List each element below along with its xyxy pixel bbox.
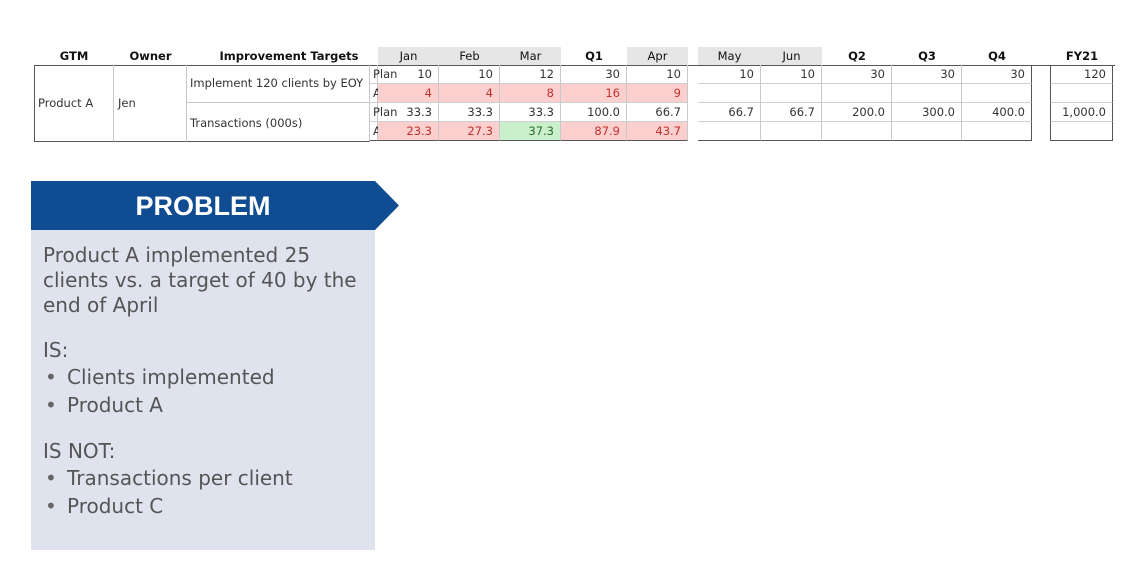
list-item: Product C — [43, 492, 363, 520]
table-cell: 300.0 — [892, 103, 962, 122]
table-cell: 33.3 — [500, 103, 561, 122]
table-cell: 30 — [892, 65, 962, 84]
table-cell: 4 — [378, 84, 439, 103]
target-clients-label: Implement 120 clients by EOY — [190, 76, 364, 90]
problem-statement: Product A implemented 25 clients vs. a t… — [43, 243, 357, 317]
owner-cell: Jen — [114, 65, 187, 142]
is-list: Clients implemented Product A — [43, 363, 363, 419]
table-cell: 87.9 — [561, 122, 627, 141]
header-may: May — [698, 47, 761, 65]
table-header-row: GTM Owner Improvement Targets Jan Feb Mar Q… — [34, 47, 1114, 66]
is-section: IS: Clients implemented Product A — [43, 338, 363, 419]
is-not-label: IS NOT: — [43, 439, 116, 463]
table-cell: 66.7 — [761, 103, 822, 122]
target-cell-clients: Implement 120 clients by EOY — [187, 65, 370, 103]
table-cell: 23.3 — [378, 122, 439, 141]
row-type-label: Actual — [370, 122, 409, 141]
header-q4: Q4 — [988, 49, 1006, 63]
table-cell: 10 — [378, 65, 439, 84]
table-cell: 27.3 — [439, 122, 500, 141]
header-mar: Mar — [500, 47, 561, 65]
table-cell: 30 — [822, 65, 892, 84]
table-cell: 33.3 — [439, 103, 500, 122]
table-cell: 4 — [439, 84, 500, 103]
table-cell — [761, 122, 822, 141]
table-cell: 30 — [561, 65, 627, 84]
header-q1: Q1 — [585, 49, 603, 63]
table-cell: 37.3 — [500, 122, 561, 141]
is-not-section: IS NOT: Transactions per client Product … — [43, 439, 363, 520]
table-cell: 10 — [627, 65, 688, 84]
table-cell — [698, 84, 761, 103]
header-jun: Jun — [761, 47, 822, 65]
header-improvement-targets: Improvement Targets — [219, 49, 359, 63]
header-q3: Q3 — [918, 49, 936, 63]
row-type-label: Plan — [370, 65, 397, 84]
table-cell — [822, 122, 892, 141]
gtm-cell: Product A — [34, 65, 114, 142]
table-cell: 8 — [500, 84, 561, 103]
list-item: Transactions per client — [43, 464, 363, 492]
table-row: Actual448169 — [34, 84, 1114, 103]
owner-value: Jen — [118, 96, 136, 110]
table-cell: 30 — [962, 65, 1032, 84]
table-cell: 10 — [439, 65, 500, 84]
table-cell: 1,000.0 — [1050, 103, 1113, 122]
table-row: Actual23.327.337.387.943.7 — [34, 122, 1114, 141]
table-cell: 400.0 — [962, 103, 1032, 122]
header-gtm: GTM — [59, 49, 89, 63]
target-transactions-label: Transactions (000s) — [190, 116, 303, 130]
table-cell: 10 — [698, 65, 761, 84]
table-cell: 66.7 — [698, 103, 761, 122]
table-row: Plan 33.3 33.3 33.3 100.0 66.7 66.7 66.7 200.0 30… — [34, 103, 1114, 122]
header-owner: Owner — [129, 49, 172, 63]
table-row: Plan 10 10 12 30 10 10 10 30 30 30 120 — [34, 65, 1114, 84]
table-cell — [892, 84, 962, 103]
table-cell: 10 — [761, 65, 822, 84]
header-apr: Apr — [627, 47, 688, 65]
table-cell — [761, 84, 822, 103]
header-fy21: FY21 — [1050, 47, 1113, 65]
header-jan: Jan — [378, 47, 439, 65]
header-q2: Q2 — [848, 49, 866, 63]
table-cell: 200.0 — [822, 103, 892, 122]
table-cell: 16 — [561, 84, 627, 103]
table-cell — [962, 122, 1032, 141]
table-cell — [822, 84, 892, 103]
list-item: Clients implemented — [43, 363, 363, 391]
problem-banner: PROBLEM — [31, 181, 399, 230]
row-type-label: Plan — [370, 103, 397, 122]
target-cell-transactions: Transactions (000s) — [187, 103, 370, 142]
table-cell: 43.7 — [627, 122, 688, 141]
table-cell: 33.3 — [378, 103, 439, 122]
table-cell — [698, 122, 761, 141]
table-cell: 100.0 — [561, 103, 627, 122]
table-cell — [892, 122, 962, 141]
problem-title: PROBLEM — [135, 191, 271, 221]
banner-arrow-shape — [31, 181, 399, 230]
table-cell: 9 — [627, 84, 688, 103]
table-cell — [962, 84, 1032, 103]
list-item: Product A — [43, 391, 363, 419]
is-label: IS: — [43, 338, 69, 362]
table-cell: 12 — [500, 65, 561, 84]
header-feb: Feb — [439, 47, 500, 65]
table-cell — [1050, 122, 1113, 141]
is-not-list: Transactions per client Product C — [43, 464, 363, 520]
row-type-label: Actual — [370, 84, 409, 103]
table-cell: 66.7 — [627, 103, 688, 122]
table-cell: 120 — [1050, 65, 1113, 84]
table-cell — [1050, 84, 1113, 103]
gtm-value: Product A — [38, 96, 94, 110]
